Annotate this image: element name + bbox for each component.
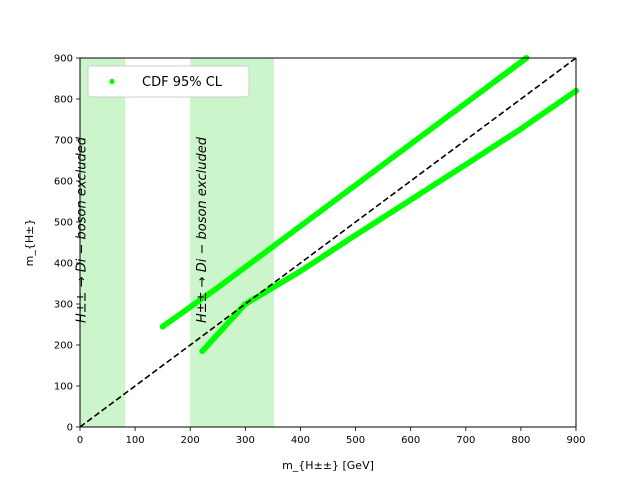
legend-box — [87, 65, 250, 98]
y-tick-label: 100 — [54, 382, 73, 393]
y-tick-label: 600 — [54, 177, 73, 188]
x-tick-label: 700 — [456, 435, 475, 446]
legend: CDF 95% CL — [87, 65, 250, 98]
x-tick-label: 800 — [511, 435, 530, 446]
excluded-region-label: H±± → Di − boson excluded — [75, 136, 90, 323]
x-axis: 0 100 200 300 400 500 600 700 800 900 — [77, 427, 586, 446]
excluded-regions — [80, 58, 274, 427]
x-tick-label: 400 — [291, 435, 310, 446]
excluded-band-2 — [190, 58, 274, 427]
x-tick-label: 200 — [181, 435, 200, 446]
y-tick-label: 800 — [54, 95, 73, 106]
y-tick-label: 700 — [54, 136, 73, 147]
reference-line — [79, 57, 577, 428]
y-tick-label: 300 — [54, 300, 73, 311]
y-tick-label: 0 — [67, 423, 73, 434]
plot-frame — [79, 57, 577, 428]
y-tick-label: 400 — [54, 259, 73, 270]
legend-marker — [109, 78, 115, 85]
region-labels: H±± → Di − boson excluded H±± → Di − boso… — [75, 136, 211, 323]
legend-label: CDF 95% CL — [142, 75, 223, 90]
y-tick-label: 200 — [54, 341, 73, 352]
y-tick-label: 500 — [54, 218, 73, 229]
x-tick-label: 100 — [126, 435, 145, 446]
diagonal-line — [79, 57, 577, 428]
data-points — [159, 55, 579, 355]
x-tick-label: 0 — [77, 435, 83, 446]
x-tick-label: 500 — [346, 435, 365, 446]
x-tick-label: 900 — [566, 435, 585, 446]
x-axis-label: m_{H±±} [GeV] — [282, 459, 374, 472]
y-axis-label: m_{H±} — [23, 219, 36, 267]
x-tick-label: 600 — [401, 435, 420, 446]
excluded-region-label: H±± → Di − boson excluded — [195, 136, 210, 323]
y-tick-label: 900 — [54, 54, 73, 65]
excluded-band-1 — [80, 58, 126, 427]
x-tick-label: 300 — [236, 435, 255, 446]
y-axis: 0 100 200 300 400 500 600 700 800 900 — [54, 54, 80, 434]
